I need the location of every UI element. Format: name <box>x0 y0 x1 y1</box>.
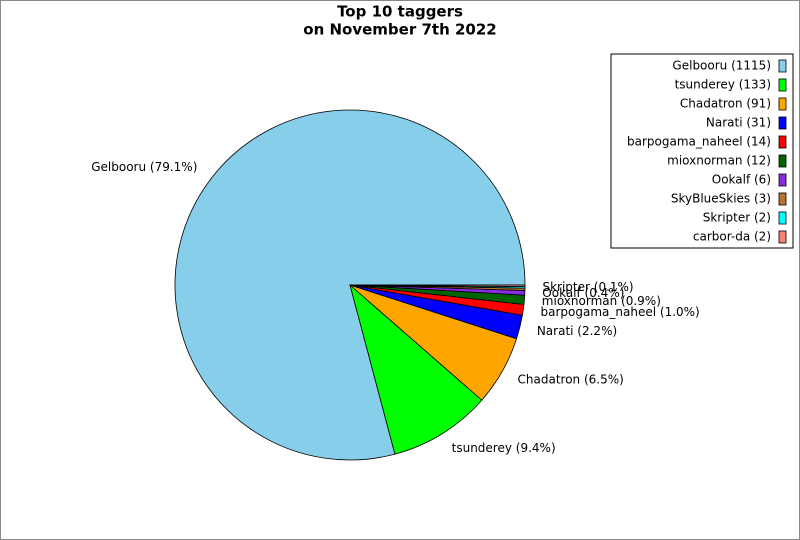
slice-label: tsunderey (9.4%) <box>452 441 556 455</box>
slice-label: Skripter (0.1%) <box>542 280 633 294</box>
legend-swatch <box>778 97 787 111</box>
legend-swatch <box>778 173 787 187</box>
slice-label: mioxnorman (0.9%) <box>542 294 661 308</box>
slice-label: Chadatron (6.5%) <box>518 372 624 386</box>
legend-swatch <box>778 211 787 225</box>
legend-swatch <box>778 230 787 244</box>
legend-label: barpogama_naheel (14) <box>627 135 771 149</box>
slice-label: Ookalf (0.4%) <box>542 286 624 300</box>
legend-swatch <box>778 116 787 130</box>
slice-label: barpogama_naheel (1.0%) <box>541 305 700 319</box>
legend-label: Skripter (2) <box>703 211 771 225</box>
chart-title: Top 10 taggers <box>337 3 463 21</box>
legend-label: Ookalf (6) <box>712 173 771 187</box>
legend-label: Chadatron (91) <box>680 97 771 111</box>
legend-label: carbor-da (2) <box>693 230 771 244</box>
chart-title: on November 7th 2022 <box>303 21 496 39</box>
slice-label: Narati (2.2%) <box>537 324 617 338</box>
slice-label: Gelbooru (79.1%) <box>91 160 197 174</box>
legend-label: Narati (31) <box>706 116 771 130</box>
legend-swatch <box>778 192 787 206</box>
legend-swatch <box>778 135 787 149</box>
legend-label: SkyBlueSkies (3) <box>671 192 771 206</box>
legend-swatch <box>778 59 787 73</box>
pie-slice <box>349 283 483 455</box>
legend-label: tsunderey (133) <box>675 78 771 92</box>
legend-label: Gelbooru (1115) <box>672 59 771 73</box>
legend-label: mioxnorman (12) <box>667 154 771 168</box>
pie-slice <box>349 284 526 287</box>
legend-box <box>610 53 794 249</box>
legend-swatch <box>778 154 787 168</box>
legend-swatch <box>778 78 787 92</box>
